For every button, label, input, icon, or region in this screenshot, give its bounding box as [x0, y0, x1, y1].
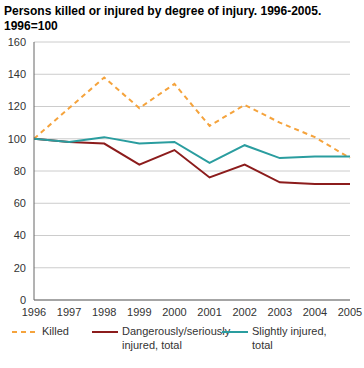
svg-text:0: 0 [20, 294, 26, 306]
svg-text:20: 20 [14, 262, 26, 274]
html-text:Persons killed or injured by d: Persons killed or injured by degree of i… [4, 4, 322, 18]
html-text:1996=100: 1996=100 [4, 19, 58, 33]
svg-text:120: 120 [8, 100, 26, 112]
svg-text:140: 140 [8, 68, 26, 80]
svg-text:1998: 1998 [92, 306, 116, 318]
html-text:Dangerously/seriously injured,: Dangerously/seriously injured, total [122, 325, 231, 351]
svg-text:1997: 1997 [57, 306, 81, 318]
svg-text:60: 60 [14, 197, 26, 209]
svg-text:40: 40 [14, 229, 26, 241]
svg-text:1999: 1999 [127, 306, 151, 318]
svg-text:100: 100 [8, 133, 26, 145]
svg-text:160: 160 [8, 36, 26, 48]
svg-text:1996: 1996 [22, 306, 46, 318]
html-text:Slightly injured, total: Slightly injured, total [252, 325, 327, 351]
svg-text:2003: 2003 [268, 306, 292, 318]
svg-text:2004: 2004 [303, 306, 327, 318]
html-text:Killed: Killed [42, 325, 69, 337]
svg-text:2002: 2002 [232, 306, 256, 318]
svg-text:2001: 2001 [197, 306, 221, 318]
svg-text:2005: 2005 [338, 306, 356, 318]
svg-text:2000: 2000 [162, 306, 186, 318]
svg-text:80: 80 [14, 165, 26, 177]
